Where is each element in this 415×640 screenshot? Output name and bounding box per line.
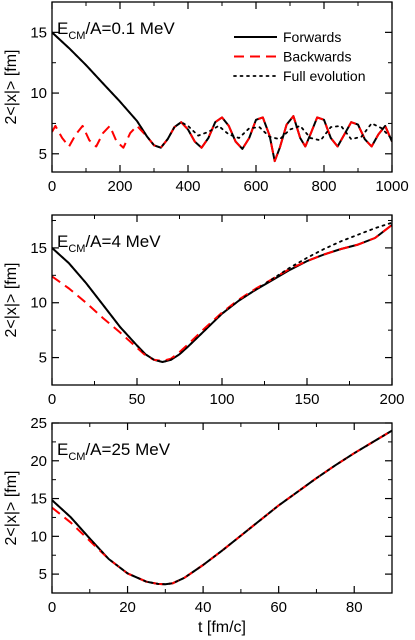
y-tick-label: 5 bbox=[39, 350, 47, 367]
legend-label: Full evolution bbox=[283, 68, 366, 84]
x-tick-label: 600 bbox=[243, 178, 268, 195]
series-full-evolution-line bbox=[52, 429, 392, 586]
energy-annotation: ECM/A=0.1 MeV bbox=[57, 19, 175, 42]
x-tick-label: 1000 bbox=[375, 178, 408, 195]
energy-annotation: ECM/A=25 MeV bbox=[57, 440, 171, 463]
plot-frame bbox=[51, 422, 393, 594]
x-tick-label: 0 bbox=[48, 599, 56, 616]
x-tick-label: 40 bbox=[195, 599, 212, 616]
annotation-subscript: CM bbox=[68, 30, 85, 42]
x-axis-title: t [fm/c] bbox=[198, 619, 246, 636]
x-tick-label: 50 bbox=[129, 391, 146, 408]
series-backwards-line bbox=[52, 224, 392, 362]
legend: Forwards Backwards Full evolution bbox=[233, 29, 366, 84]
x-tick-label: 0 bbox=[48, 178, 56, 195]
y-tick-label: 20 bbox=[30, 453, 47, 470]
annotation-subscript: CM bbox=[68, 243, 85, 255]
x-tick-label: 150 bbox=[294, 391, 319, 408]
x-tick-label: 100 bbox=[209, 391, 234, 408]
y-tick-label: 25 bbox=[30, 415, 47, 432]
y-tick-label: 10 bbox=[30, 85, 47, 102]
annotation-main: E bbox=[57, 19, 68, 38]
x-tick-label: 200 bbox=[107, 178, 132, 195]
x-tick-label: 20 bbox=[119, 599, 136, 616]
y-axis-title: 2<|x|> [fm] bbox=[3, 470, 20, 545]
x-tick-label: 800 bbox=[311, 178, 336, 195]
panel-3: 0 20 40 60 80 5 10 15 20 25 2<|x|> [fm] t [fm/c] ECM… bbox=[3, 415, 393, 636]
series-full-evolution-line bbox=[52, 31, 392, 149]
annotation-main: E bbox=[57, 440, 68, 459]
annotation-subscript: CM bbox=[68, 451, 85, 463]
panel-2: 0 50 100 150 200 5 10 15 2<|x|> [fm] ECM/A=4 MeV bbox=[3, 214, 405, 408]
y-tick-label: 5 bbox=[39, 566, 47, 583]
y-tick-label: 10 bbox=[30, 528, 47, 545]
y-tick-label: 15 bbox=[30, 491, 47, 508]
series-full-evolution-line bbox=[52, 221, 392, 363]
series-backwards-line bbox=[52, 115, 392, 163]
annotation-rest: /A=25 MeV bbox=[85, 440, 170, 459]
energy-annotation: ECM/A=4 MeV bbox=[57, 232, 161, 255]
annotation-main: E bbox=[57, 232, 68, 251]
y-tick-label: 10 bbox=[30, 295, 47, 312]
annotation-rest: /A=4 MeV bbox=[85, 232, 161, 251]
annotation-rest: /A=0.1 MeV bbox=[85, 19, 175, 38]
x-tick-label: 80 bbox=[346, 599, 363, 616]
y-tick-label: 15 bbox=[30, 240, 47, 257]
y-tick-label: 5 bbox=[39, 146, 47, 163]
x-tick-label: 60 bbox=[270, 599, 287, 616]
legend-label: Forwards bbox=[283, 29, 341, 45]
x-tick-label: 400 bbox=[175, 178, 200, 195]
y-axis-title: 2<|x|> [fm] bbox=[3, 262, 20, 337]
legend-label: Backwards bbox=[283, 49, 351, 65]
x-tick-label: 0 bbox=[48, 391, 56, 408]
y-axis-title: 2<|x|> [fm] bbox=[3, 49, 20, 124]
y-tick-label: 15 bbox=[30, 24, 47, 41]
x-tick-label: 200 bbox=[379, 391, 404, 408]
panel-1: 0 200 400 600 800 1000 5 10 15 2<|x|> [fm] ECM/A=0… bbox=[3, 1, 409, 195]
